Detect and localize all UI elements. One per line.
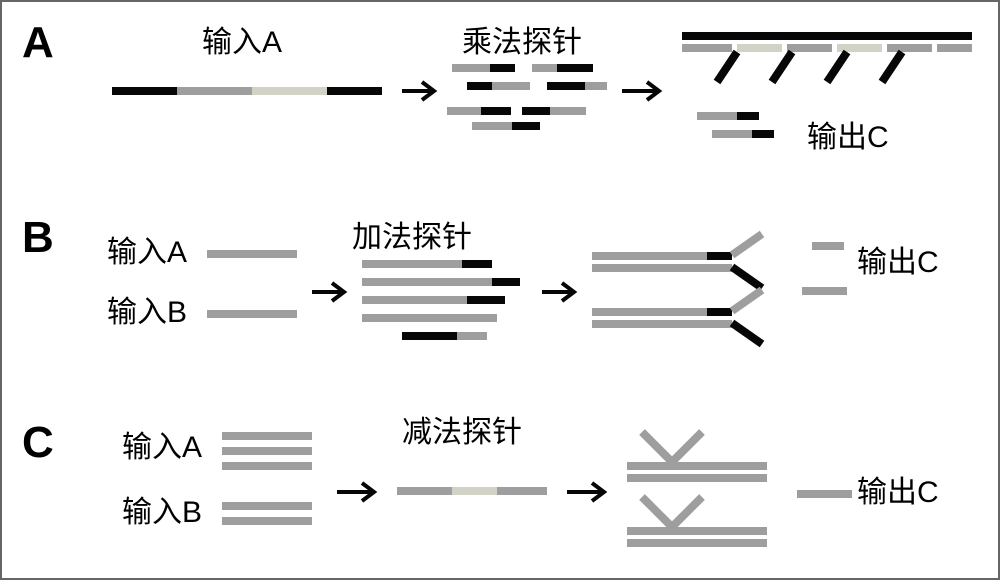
panel-a-letter: A bbox=[22, 18, 54, 67]
panel-a-complex bbox=[682, 32, 972, 82]
panel-a-input-strand bbox=[112, 87, 382, 95]
panel-b-output-frag bbox=[802, 242, 847, 295]
panel-b-output-label: 输出C bbox=[857, 246, 939, 279]
panel-c-inputB-label: 输入B bbox=[122, 496, 202, 529]
panel-c-output-frag bbox=[797, 490, 852, 498]
arrow-icon bbox=[622, 82, 659, 100]
panel-c-inputA-label: 输入A bbox=[122, 431, 202, 464]
panel-b-inputA-strand bbox=[207, 250, 297, 258]
panel-a-output-label: 输出C bbox=[807, 121, 889, 154]
diagram-svg: A 输入A 乘法探针 输出C B 输入A 输入B 加法探针 输出C bbox=[2, 2, 1000, 582]
panel-c-probe-label: 减法探针 bbox=[402, 416, 522, 449]
panel-a-input-label: 输入A bbox=[202, 26, 282, 59]
diagram-page: A 输入A 乘法探针 输出C B 输入A 输入B 加法探针 输出C bbox=[0, 0, 1000, 580]
panel-b-inputB-label: 输入B bbox=[107, 296, 187, 329]
panel-b-inputA-label: 输入A bbox=[107, 236, 187, 269]
panel-a-probes bbox=[447, 64, 607, 130]
panel-a-output-frag bbox=[697, 112, 774, 138]
panel-c-output-label: 输出C bbox=[857, 476, 939, 509]
panel-b-inputB-strand bbox=[207, 310, 297, 318]
arrow-icon bbox=[312, 283, 344, 301]
panel-a-probe-label: 乘法探针 bbox=[462, 26, 582, 59]
panel-c-inputB-strands bbox=[222, 502, 312, 525]
panel-b-letter: B bbox=[22, 213, 54, 262]
arrow-icon bbox=[567, 483, 604, 501]
panel-c-complex bbox=[627, 432, 767, 547]
panel-b-complex bbox=[592, 234, 762, 344]
panel-c-probe bbox=[397, 487, 547, 495]
panel-c-inputA-strands bbox=[222, 432, 312, 470]
arrow-icon bbox=[542, 283, 574, 301]
arrow-icon bbox=[337, 483, 374, 501]
panel-b-probe-label: 加法探针 bbox=[352, 221, 472, 254]
arrow-icon bbox=[402, 82, 434, 100]
panel-c-letter: C bbox=[22, 418, 54, 467]
panel-b-probes bbox=[362, 260, 520, 340]
